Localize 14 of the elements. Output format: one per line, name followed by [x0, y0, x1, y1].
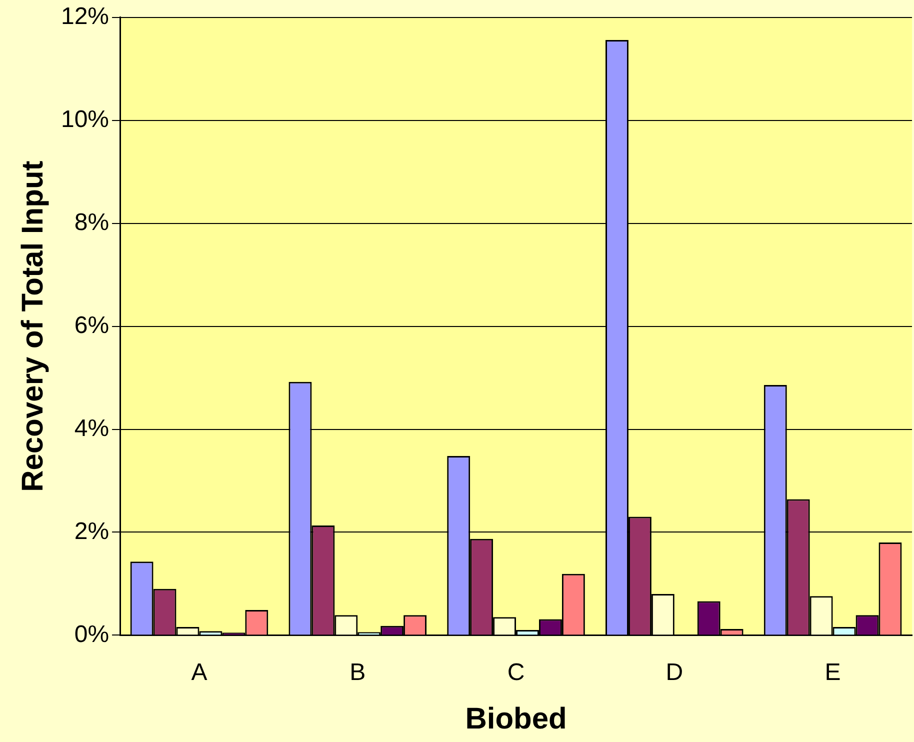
x-tick-label: A [191, 659, 208, 686]
x-tick-label: B [350, 659, 366, 686]
x-tick-label: C [507, 659, 525, 686]
y-tick-label: 4% [74, 414, 110, 442]
y-axis-title: Recovery of Total Input [16, 160, 50, 492]
y-tick-label: 10% [60, 106, 110, 133]
y-tick-label: 12% [60, 3, 110, 30]
x-tick-label: E [824, 659, 841, 686]
y-tick-label: 8% [74, 208, 110, 236]
x-tick-label: D [666, 659, 684, 686]
y-tick-label: 0% [74, 620, 110, 648]
y-tick-label: 2% [74, 518, 110, 545]
y-tick-label: 6% [74, 312, 110, 339]
x-axis-title: Biobed [465, 702, 567, 736]
